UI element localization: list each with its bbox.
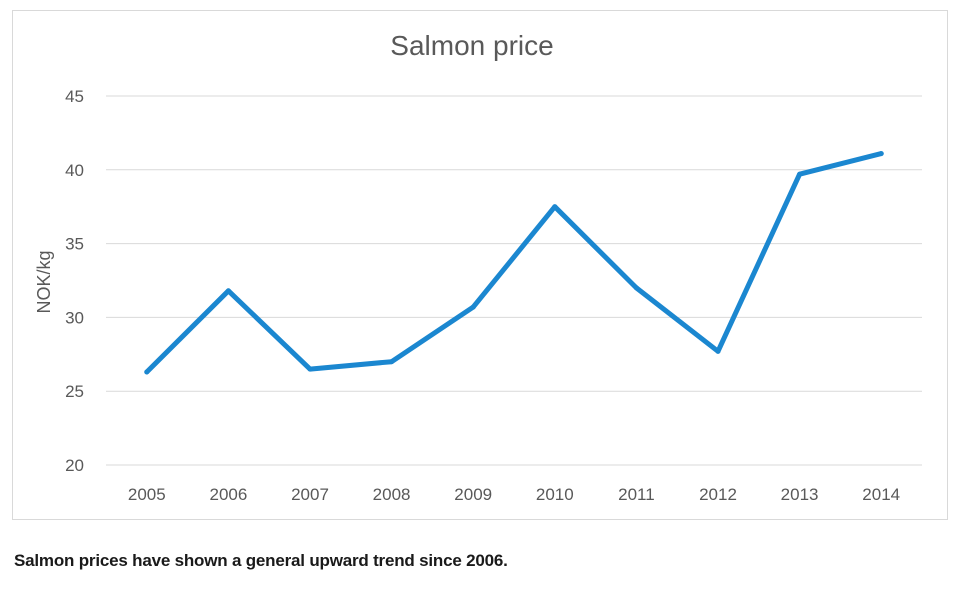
x-axis-ticks: 2005 2006 2007 2008 2009 2010 2011 2012 2013 2014 bbox=[128, 485, 900, 504]
x-tick-label: 2012 bbox=[699, 485, 737, 504]
series-line bbox=[144, 151, 884, 375]
data-point-2014 bbox=[878, 151, 884, 157]
y-axis-label: NOK/kg bbox=[34, 250, 54, 313]
x-tick-label: 2014 bbox=[862, 485, 900, 504]
data-point-2011 bbox=[633, 285, 639, 291]
y-tick-label: 45 bbox=[65, 87, 84, 106]
data-point-2006 bbox=[225, 288, 231, 294]
gridlines bbox=[106, 95, 922, 466]
x-tick-label: 2013 bbox=[781, 485, 819, 504]
x-tick-label: 2006 bbox=[209, 485, 247, 504]
y-tick-label: 30 bbox=[65, 308, 84, 327]
data-point-2010 bbox=[552, 204, 558, 210]
x-tick-label: 2010 bbox=[536, 485, 574, 504]
data-point-2013 bbox=[797, 171, 803, 177]
chart-frame bbox=[12, 10, 948, 520]
x-tick-label: 2011 bbox=[618, 485, 655, 504]
x-tick-label: 2005 bbox=[128, 485, 166, 504]
x-tick-label: 2007 bbox=[291, 485, 329, 504]
y-tick-label: 35 bbox=[65, 235, 84, 254]
chart-title: Salmon price bbox=[390, 30, 553, 61]
y-axis-ticks: 20 25 30 35 40 45 bbox=[65, 87, 84, 475]
data-point-2007 bbox=[307, 366, 313, 372]
y-tick-label: 40 bbox=[65, 161, 84, 180]
series-group bbox=[144, 151, 884, 375]
x-tick-label: 2009 bbox=[454, 485, 492, 504]
data-point-2008 bbox=[389, 359, 395, 365]
y-tick-label: 25 bbox=[65, 382, 84, 401]
figure-caption: Salmon prices have shown a general upwar… bbox=[14, 551, 508, 570]
y-tick-label: 20 bbox=[65, 456, 84, 475]
x-tick-label: 2008 bbox=[373, 485, 411, 504]
data-point-2005 bbox=[144, 369, 150, 375]
data-point-2012 bbox=[715, 348, 721, 354]
data-point-2009 bbox=[470, 304, 476, 310]
